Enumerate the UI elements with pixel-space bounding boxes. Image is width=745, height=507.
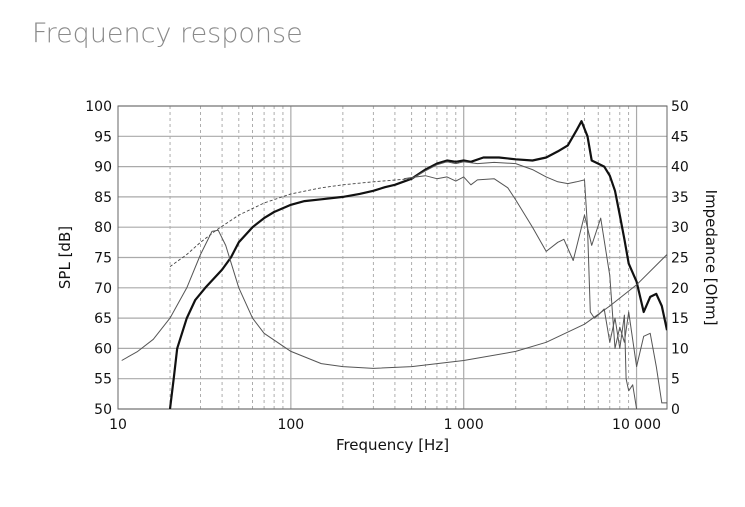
series-spl-off-axis-1 [411,161,638,409]
y2-tick-label: 45 [671,129,689,145]
y2-tick-label: 0 [671,402,680,418]
y2-tick-label: 20 [671,281,689,297]
x-tick-label: 100 [277,417,304,433]
y2-tick-label: 40 [671,160,689,176]
x-tick-label: 1 000 [444,417,484,433]
series-spl-on-axis [168,120,667,409]
y-tick-label: 60 [94,341,112,357]
plot-frame [117,105,668,410]
y2-tick-label: 30 [671,220,689,236]
y-axis-label: SPL [dB] [56,226,74,289]
y-tick-label: 55 [94,372,112,388]
x-tick-label: 10 000 [612,417,661,433]
y2-tick-label: 50 [671,99,689,115]
series-spl-off-axis-2 [403,175,667,404]
y2-tick-label: 5 [671,372,680,388]
x-tick-label: 10 [109,417,127,433]
y2-tick-label: 10 [671,341,689,357]
y2-tick-label: 25 [671,251,689,267]
page-title: Frequency response [32,18,303,49]
y-tick-label: 95 [94,129,112,145]
y-tick-label: 50 [94,402,112,418]
series-spl-reference-dashed- [169,178,412,267]
y-tick-label: 85 [94,190,112,206]
y-tick-label: 90 [94,160,112,176]
y-tick-label: 80 [94,220,112,236]
y-tick-label: 70 [94,281,112,297]
y2-tick-label: 15 [671,311,689,327]
y-tick-label: 65 [94,311,112,327]
y-tick-label: 75 [94,251,112,267]
y-tick-label: 100 [85,99,112,115]
y2-tick-label: 35 [671,190,689,206]
y2-axis-label: Impedance [Ohm] [702,190,720,326]
series-impedance [121,229,667,369]
x-axis-label: Frequency [Hz] [336,436,449,454]
